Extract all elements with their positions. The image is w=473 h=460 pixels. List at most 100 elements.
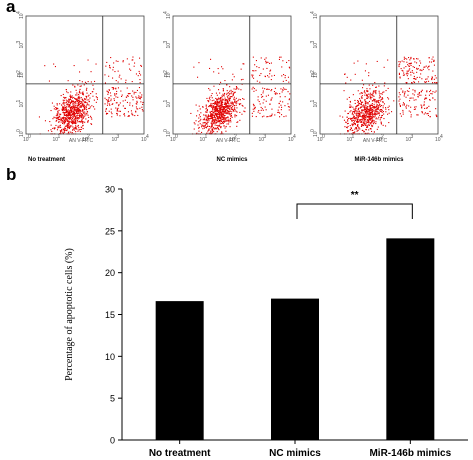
flow-point [216,127,218,129]
flow-point [221,118,223,120]
flow-point [212,128,214,130]
flow-point [89,107,91,109]
flow-point [123,113,125,115]
flow-point [382,111,384,113]
flow-point [350,127,352,129]
flow-point [373,103,375,105]
flow-point [218,125,220,127]
flow-point [90,93,92,95]
flow-point [230,113,232,115]
flow-point [351,120,353,122]
flow-point [406,61,408,63]
flow-point [346,126,348,128]
flow-point [75,94,77,96]
flow-point [74,106,76,108]
flow-point [262,92,264,94]
x-tick-label: 10 [288,137,294,143]
flow-point [71,125,73,127]
flow-point [132,90,134,92]
flow-point [66,120,68,122]
flow-point [372,112,374,114]
flow-point [79,110,81,112]
flow-point [63,108,65,110]
flow-point [57,114,59,116]
flow-point [381,97,383,99]
flow-point [349,104,351,106]
flow-point [122,61,124,63]
flow-point [76,118,78,120]
flow-point [372,125,374,127]
flow-point [208,97,210,99]
flow-point [430,89,432,91]
flow-point [68,100,70,102]
flow-point [287,91,289,93]
flow-point [235,104,237,106]
flow-point [423,101,425,103]
flow-point [281,75,283,77]
flow-point [226,109,228,111]
flow-point [68,124,70,126]
flow-point [218,72,220,74]
flow-point [207,125,209,127]
flow-points [38,56,144,135]
flow-point [371,121,373,123]
flow-point [366,90,368,92]
flow-point [398,61,400,63]
flow-point [403,103,405,105]
flow-point [71,120,73,122]
flow-point [368,100,370,102]
flow-point [421,112,423,114]
flow-point [138,70,140,72]
flow-point [210,106,212,108]
flow-point [228,112,230,114]
flow-point [436,116,438,118]
flow-point [64,97,66,99]
flow-point [124,115,126,117]
flow-point [111,103,113,105]
flow-point [223,109,225,111]
flow-point [142,110,144,112]
flow-point [214,124,216,126]
flow-point [91,118,93,120]
flow-point [107,113,109,115]
flow-point [209,99,211,101]
flow-point [213,99,215,101]
flow-point [219,107,221,109]
flow-point [282,89,284,91]
flow-point [108,75,110,77]
flow-point [285,115,287,117]
flow-point [214,122,216,124]
flow-point [69,98,71,100]
flow-point [56,117,58,119]
flow-point [232,91,234,93]
flow-point [220,119,222,121]
flow-point [220,115,222,117]
flow-point [210,122,212,124]
flow-point [361,109,363,111]
flow-point [353,117,355,119]
flow-point [383,103,385,105]
flow-point [377,101,379,103]
flow-point [267,88,269,90]
flow-point [114,93,116,95]
flow-point [78,100,80,102]
flow-point [226,123,228,125]
flow-point [363,110,365,112]
flow-point [424,98,426,100]
flow-point [377,101,379,103]
flow-point [370,112,372,114]
flow-point [379,110,381,112]
flow-point [359,111,361,113]
flow-point [252,108,254,110]
flow-point [273,91,275,93]
flow-point [108,89,110,91]
flow-point [346,116,348,118]
flow-point [105,65,107,67]
flow-point [417,68,419,70]
flow-point [220,115,222,117]
flow-point [279,56,281,58]
flow-point [79,71,81,73]
flow-point [367,126,369,128]
flow-point [205,123,207,125]
